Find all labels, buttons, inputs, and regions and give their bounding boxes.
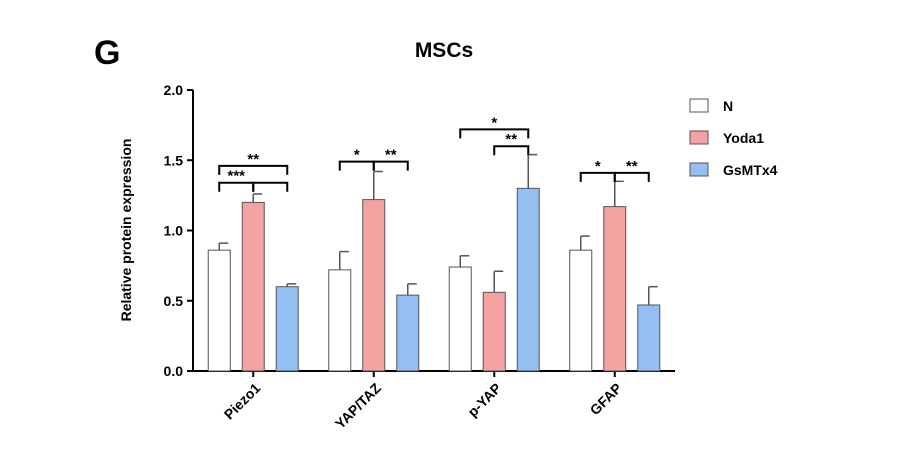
bar-n-p-yap [448, 266, 472, 372]
bar-n-yap-taz [328, 269, 352, 372]
legend: N Yoda1 GsMTx4 [689, 98, 778, 178]
significance-label: * [491, 114, 497, 131]
x-tick-label: Piezo1 [221, 380, 264, 423]
axes: 0.0 0.5 1.0 1.5 2.0 [164, 82, 675, 379]
legend-label: N [723, 98, 733, 114]
legend-label: Yoda1 [723, 130, 764, 146]
y-tick-label: 0.5 [164, 293, 184, 309]
panel-label: G [94, 34, 120, 72]
bar-yoda1-piezo1 [241, 201, 265, 372]
significance-label: ** [626, 158, 638, 175]
significance-bracket [372, 160, 409, 171]
bar-gsmtx4-piezo1 [275, 286, 299, 372]
x-tick-label: p-YAP [464, 380, 504, 420]
bar-gsmtx4-yap-taz [396, 294, 420, 372]
legend-swatch [689, 130, 709, 145]
y-tick-label: 1.5 [164, 152, 184, 168]
bar-yoda1-gfap [603, 206, 627, 372]
significance-bracket [218, 164, 289, 175]
bars: Piezo1 YAP/TAZ p-YAP GFAP [207, 153, 661, 432]
bar-n-gfap [569, 249, 593, 372]
significance-brackets: ****** ****** ** [218, 114, 650, 192]
bar-gsmtx4-p-yap [516, 187, 540, 372]
significance-label: ** [505, 131, 517, 148]
bar-yoda1-p-yap [482, 291, 506, 372]
significance-label: ** [385, 147, 397, 164]
legend-swatch [689, 98, 709, 113]
bar-yoda1-yap-taz [362, 199, 386, 372]
significance-bracket [252, 181, 289, 192]
x-tick-label: YAP/TAZ [332, 379, 384, 431]
significance-label: * [354, 147, 360, 164]
significance-label: *** [227, 168, 245, 185]
y-tick-label: 0.0 [164, 363, 184, 379]
significance-bracket [459, 128, 530, 139]
x-tick-label: GFAP [587, 380, 625, 418]
legend-label: GsMTx4 [723, 162, 778, 178]
bar-gsmtx4-gfap [637, 304, 661, 372]
significance-bracket [493, 145, 530, 156]
chart-title: MSCs [415, 39, 473, 62]
y-tick-label: 2.0 [164, 82, 184, 98]
y-tick-label: 1.0 [164, 223, 184, 239]
legend-swatch [689, 162, 709, 177]
significance-label: * [595, 158, 601, 175]
y-axis-label: Relative protein expression [118, 139, 134, 322]
significance-label: ** [247, 151, 259, 168]
bar-n-piezo1 [207, 249, 231, 372]
significance-bracket [613, 171, 650, 182]
